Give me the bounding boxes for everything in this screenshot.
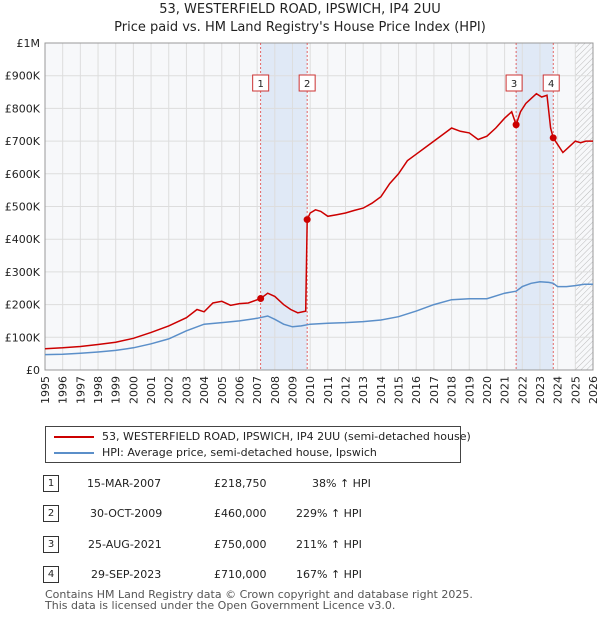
sale-marker-label: 3 bbox=[43, 536, 59, 553]
x-tick-label: 2023 bbox=[534, 376, 547, 404]
x-tick-label: 2008 bbox=[269, 376, 282, 404]
legend-label-property: 53, WESTERFIELD ROAD, IPSWICH, IP4 2UU (… bbox=[102, 430, 471, 443]
y-tick-label: £0 bbox=[26, 364, 40, 377]
x-tick-label: 2026 bbox=[587, 376, 600, 404]
x-tick-label: 2005 bbox=[216, 376, 229, 404]
sale-number-label: 4 bbox=[548, 79, 554, 90]
x-tick-label: 2014 bbox=[375, 376, 388, 404]
x-tick-label: 2002 bbox=[163, 376, 176, 404]
x-tick-label: 2010 bbox=[304, 376, 317, 404]
x-tick-label: 2004 bbox=[198, 376, 211, 404]
sale-date: 25-AUG-2021 bbox=[88, 538, 162, 551]
sale-marker-label: 2 bbox=[43, 505, 59, 522]
x-tick-label: 1999 bbox=[110, 376, 123, 404]
sale-marker-label: 4 bbox=[43, 566, 59, 583]
sale-date: 15-MAR-2007 bbox=[87, 477, 162, 490]
table-row: 3 25-AUG-2021 £750,000 211% ↑ HPI bbox=[0, 536, 600, 556]
y-tick-label: £800K bbox=[5, 102, 41, 115]
sale-number-label: 3 bbox=[511, 79, 517, 90]
sale-point bbox=[549, 134, 557, 142]
sale-price: £710,000 bbox=[214, 568, 267, 581]
sale-date: 30-OCT-2009 bbox=[90, 507, 163, 520]
x-tick-label: 1998 bbox=[92, 376, 105, 404]
series-line bbox=[44, 280, 593, 356]
y-tick-label: £700K bbox=[5, 135, 41, 148]
x-tick-label: 2007 bbox=[251, 376, 264, 404]
x-tick-label: 2025 bbox=[569, 376, 582, 404]
x-tick-label: 2009 bbox=[286, 376, 299, 404]
sale-price: £750,000 bbox=[214, 538, 267, 551]
x-tick-label: 2016 bbox=[410, 376, 423, 404]
sale-point bbox=[257, 294, 265, 302]
x-tick-label: 2006 bbox=[233, 376, 246, 404]
footer-copyright: Contains HM Land Registry data © Crown c… bbox=[45, 588, 473, 601]
legend-label-hpi: HPI: Average price, semi-detached house,… bbox=[102, 446, 377, 459]
x-tick-label: 2017 bbox=[428, 376, 441, 404]
y-tick-label: £400K bbox=[5, 233, 41, 246]
legend-swatch-hpi bbox=[54, 452, 94, 454]
y-tick-label: £1M bbox=[17, 37, 41, 50]
x-tick-label: 1995 bbox=[39, 376, 52, 404]
sale-hpi-change: 211% ↑ HPI bbox=[296, 538, 362, 551]
x-tick-label: 1997 bbox=[74, 376, 87, 404]
x-tick-label: 2022 bbox=[516, 376, 529, 404]
sale-hpi-change: 38% ↑ HPI bbox=[312, 477, 371, 490]
chart-subtitle: Price paid vs. HM Land Registry's House … bbox=[114, 20, 486, 35]
x-tick-label: 2013 bbox=[357, 376, 370, 404]
plot-border bbox=[44, 42, 594, 371]
y-tick-label: £900K bbox=[5, 70, 41, 83]
sale-number-box bbox=[252, 74, 270, 92]
sale-point bbox=[512, 121, 520, 129]
chart-legend: 53, WESTERFIELD ROAD, IPSWICH, IP4 2UU (… bbox=[45, 426, 471, 463]
sale-number-box bbox=[505, 74, 523, 92]
x-tick-label: 1996 bbox=[57, 376, 70, 404]
x-tick-label: 2020 bbox=[481, 376, 494, 404]
legend-swatch-property bbox=[54, 436, 94, 438]
y-tick-label: £300K bbox=[5, 266, 41, 279]
sale-date: 29-SEP-2023 bbox=[91, 568, 162, 581]
footer: Contains HM Land Registry data © Crown c… bbox=[45, 589, 473, 611]
footer-licence: This data is licensed under the Open Gov… bbox=[45, 599, 396, 612]
sale-number-label: 2 bbox=[304, 79, 310, 90]
price-chart: £0 £100K £200K £300K £400K £500K £600K £700K £80… bbox=[5, 37, 600, 404]
sale-hpi-change: 167% ↑ HPI bbox=[296, 568, 362, 581]
x-tick-label: 2011 bbox=[322, 376, 335, 404]
table-row: 2 30-OCT-2009 £460,000 229% ↑ HPI bbox=[0, 505, 600, 525]
sale-marker-label: 1 bbox=[43, 475, 59, 492]
x-tick-label: 2024 bbox=[552, 376, 565, 404]
table-row: 1 15-MAR-2007 £218,750 38% ↑ HPI bbox=[0, 475, 600, 495]
sale-price: £218,750 bbox=[214, 477, 267, 490]
x-tick-label: 2015 bbox=[393, 376, 406, 404]
table-row: 4 29-SEP-2023 £710,000 167% ↑ HPI bbox=[0, 566, 600, 586]
x-tick-label: 2018 bbox=[446, 376, 459, 404]
y-tick-label: £200K bbox=[5, 299, 41, 312]
x-tick-label: 2000 bbox=[127, 376, 140, 404]
x-tick-label: 2019 bbox=[463, 376, 476, 404]
x-tick-label: 2001 bbox=[145, 376, 158, 404]
y-tick-label: £600K bbox=[5, 168, 41, 181]
y-tick-label: £500K bbox=[5, 201, 41, 214]
x-tick-label: 2012 bbox=[340, 376, 353, 404]
sale-price: £460,000 bbox=[214, 507, 267, 520]
sale-number-box bbox=[542, 74, 560, 92]
x-tick-label: 2003 bbox=[180, 376, 193, 404]
y-tick-label: £100K bbox=[5, 331, 41, 344]
sale-number-box bbox=[298, 74, 316, 92]
series-line bbox=[44, 92, 593, 350]
x-tick-label: 2021 bbox=[499, 376, 512, 404]
sale-point bbox=[303, 216, 311, 224]
sale-hpi-change: 229% ↑ HPI bbox=[296, 507, 362, 520]
sale-number-label: 1 bbox=[257, 79, 263, 90]
chart-title: 53, WESTERFIELD ROAD, IPSWICH, IP4 2UU bbox=[159, 2, 441, 17]
